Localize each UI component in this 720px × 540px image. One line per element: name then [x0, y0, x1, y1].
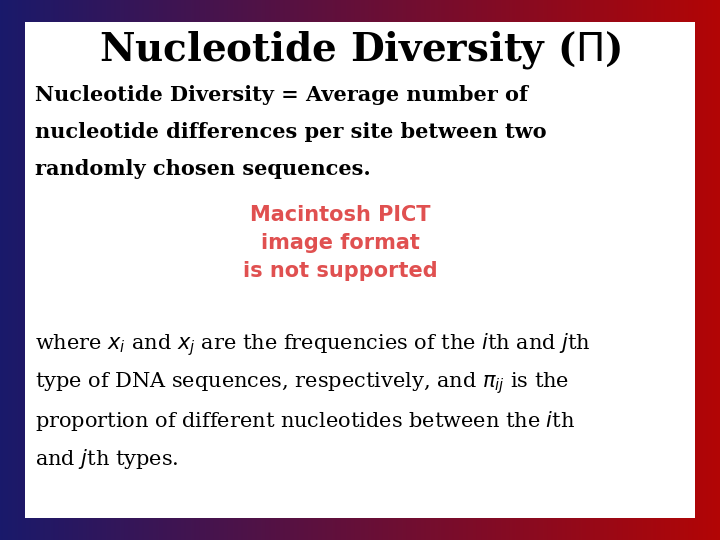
Text: Nucleotide Diversity ($\mathit{\Pi}$): Nucleotide Diversity ($\mathit{\Pi}$): [99, 29, 621, 71]
Text: proportion of different nucleotides between the $i$th: proportion of different nucleotides betw…: [35, 409, 575, 433]
Text: type of DNA sequences, respectively, and $\pi_{ij}$ is the: type of DNA sequences, respectively, and…: [35, 370, 570, 396]
Text: randomly chosen sequences.: randomly chosen sequences.: [35, 159, 371, 179]
Text: nucleotide differences per site between two: nucleotide differences per site between …: [35, 122, 546, 142]
Text: is not supported: is not supported: [243, 261, 437, 281]
Text: Macintosh PICT: Macintosh PICT: [250, 205, 431, 225]
Text: where $x_i$ and $x_j$ are the frequencies of the $i$th and $j$th: where $x_i$ and $x_j$ are the frequencie…: [35, 332, 591, 359]
Text: Nucleotide Diversity = Average number of: Nucleotide Diversity = Average number of: [35, 85, 528, 105]
Text: and $j$th types.: and $j$th types.: [35, 447, 179, 471]
Text: image format: image format: [261, 233, 420, 253]
